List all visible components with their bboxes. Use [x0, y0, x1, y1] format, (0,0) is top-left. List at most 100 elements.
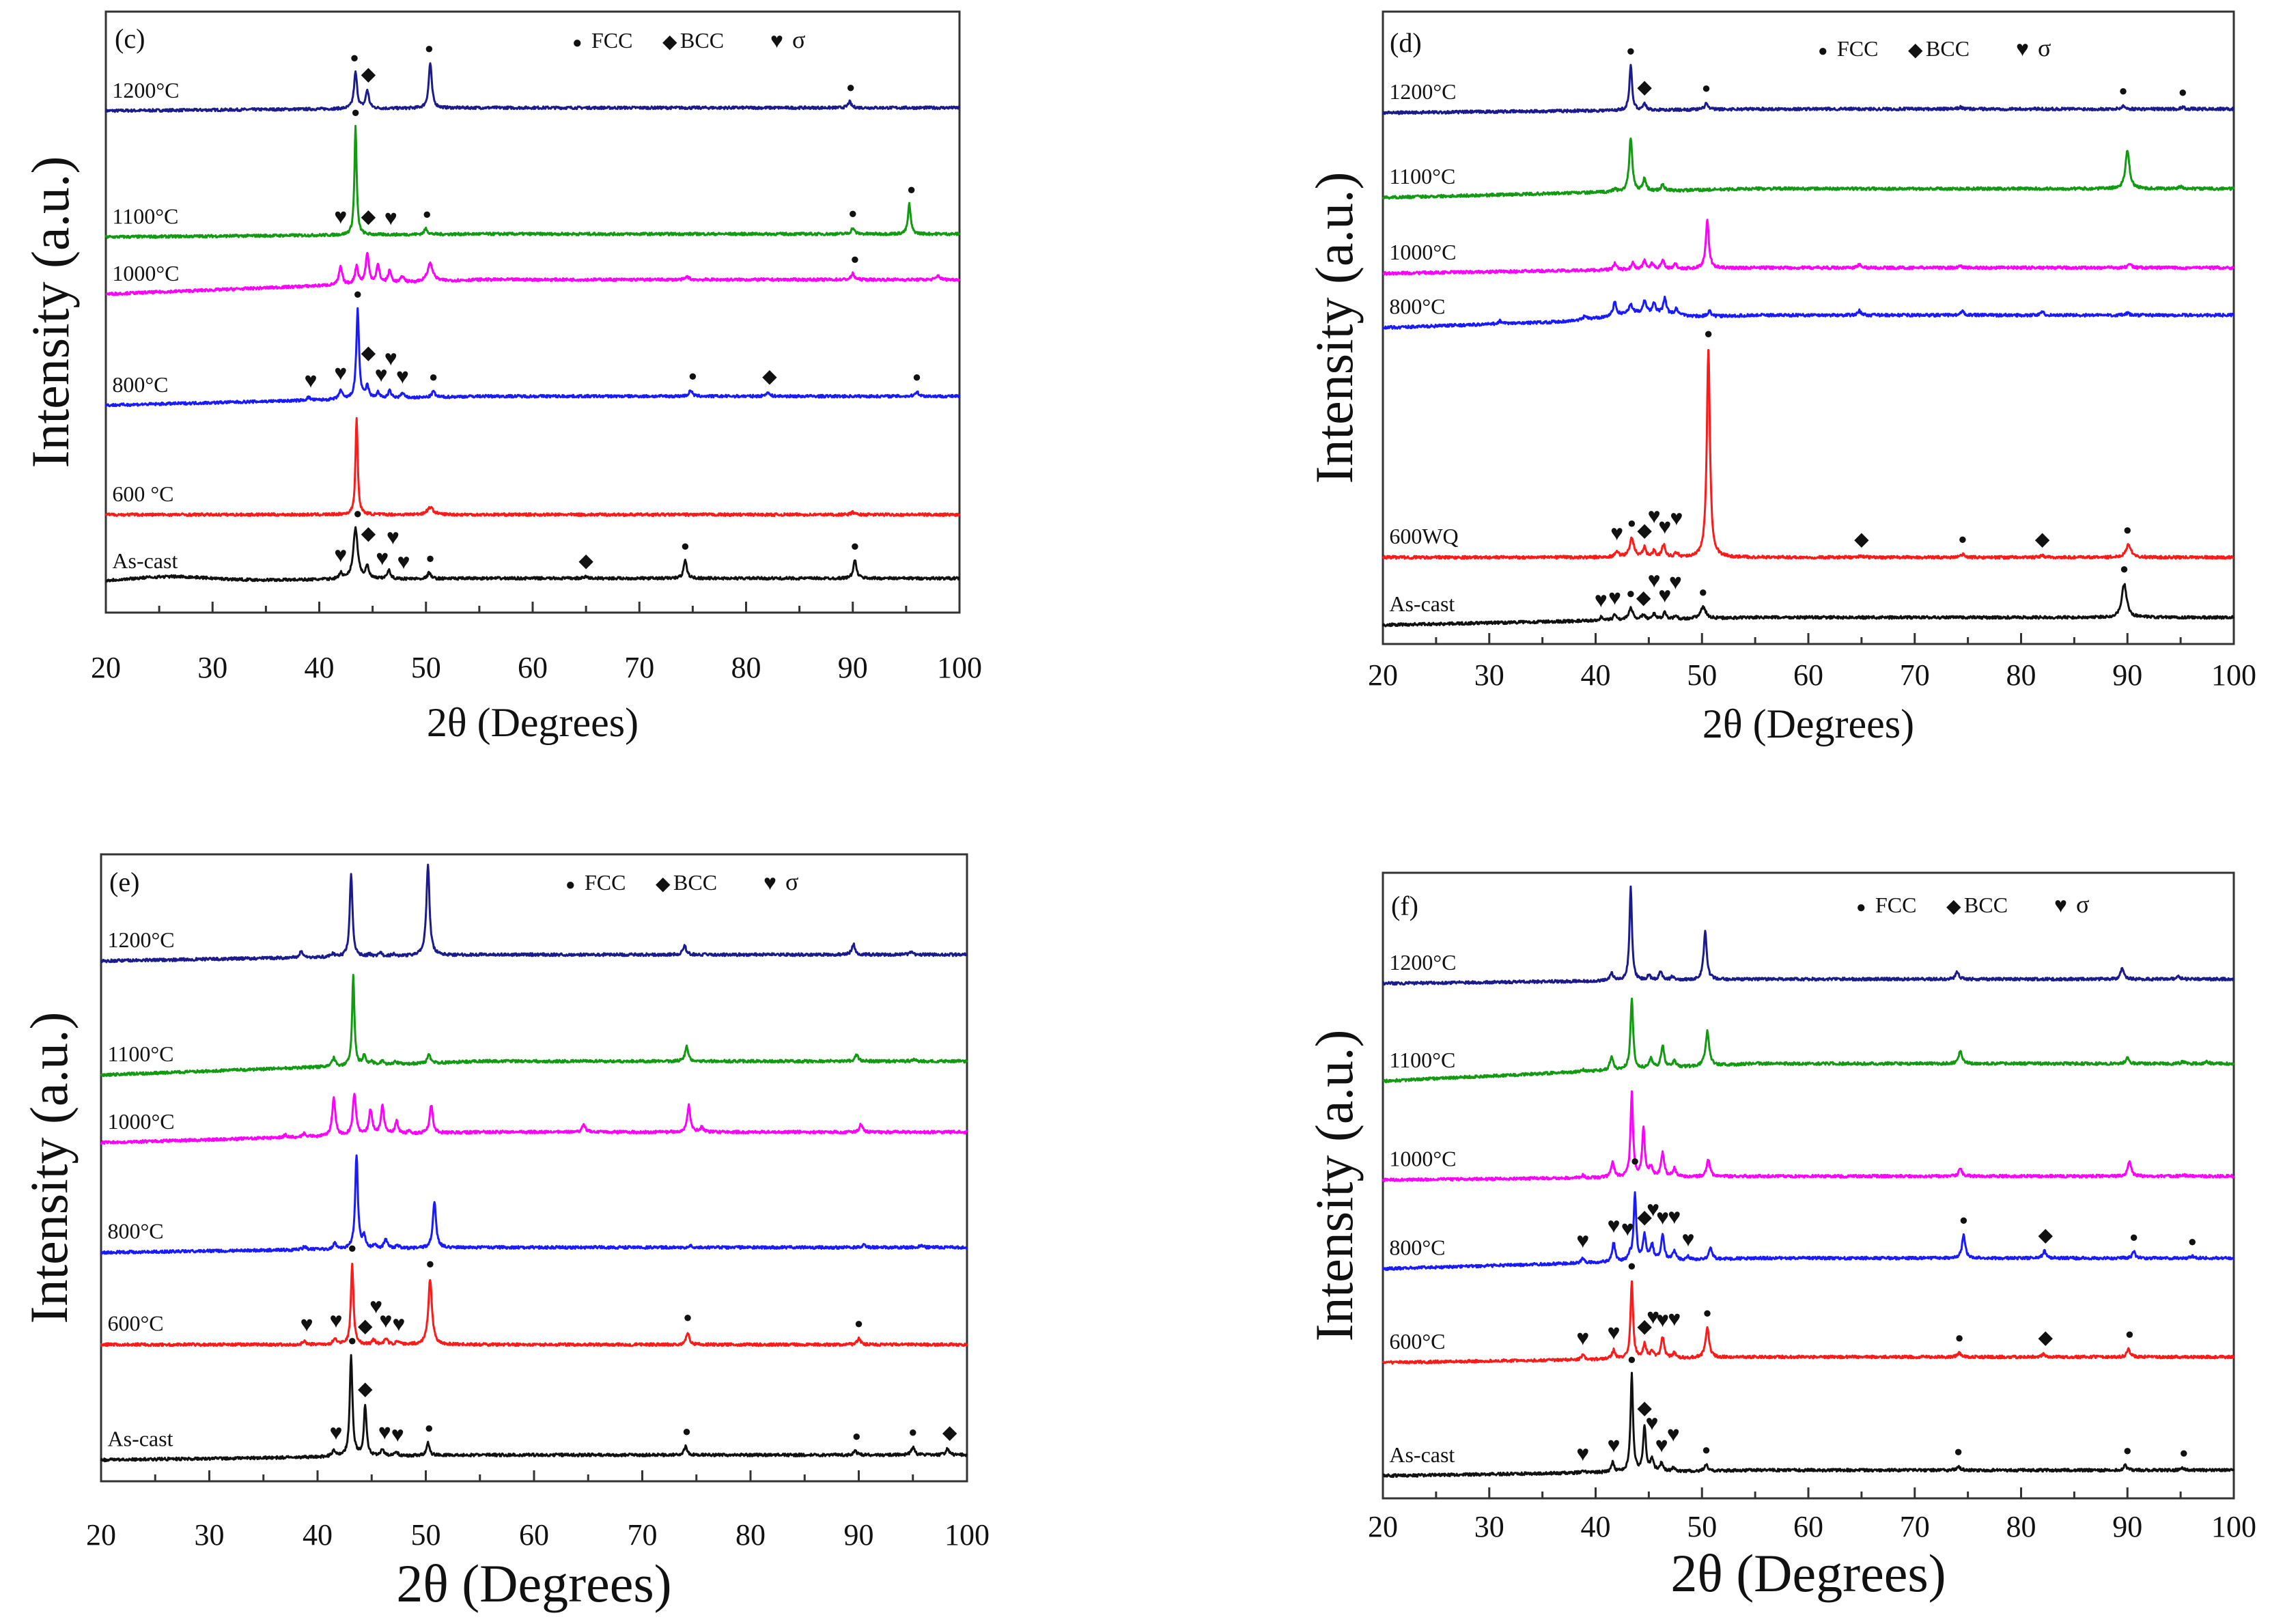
- fcc-peak-marker-icon: ●: [348, 1240, 356, 1257]
- sigma-peak-marker-icon: ♥: [1668, 1306, 1681, 1331]
- series-label: 1100°C: [1389, 164, 1455, 188]
- x-tick-label: 20: [86, 1518, 116, 1552]
- x-tick-label: 30: [1474, 658, 1504, 692]
- legend-sigma-label: σ: [2076, 891, 2089, 918]
- x-tick-label: 90: [2112, 658, 2142, 692]
- xrd-trace: [1382, 885, 2235, 986]
- xrd-trace: [1382, 219, 2235, 276]
- series-800-c: 800°C ♥♥ ♥●◆♥♥♥♥●◆ ● ●: [1382, 1152, 2235, 1272]
- sigma-peak-marker-icon: ♥: [396, 363, 409, 388]
- x-tick-label: 40: [1581, 658, 1611, 692]
- fcc-peak-marker-icon: ●: [850, 251, 859, 268]
- sigma-peak-marker-icon: ♥: [1682, 1227, 1695, 1251]
- sigma-peak-marker-icon: ♥: [1607, 1213, 1620, 1237]
- series-label: 1100°C: [108, 1041, 174, 1066]
- sigma-peak-marker-icon: ♥: [334, 361, 347, 385]
- panel-label: (f): [1391, 891, 1418, 921]
- fcc-peak-marker-icon: ●: [425, 1255, 434, 1272]
- fcc-peak-marker-icon: ●: [1626, 585, 1635, 602]
- fcc-peak-marker-icon: ●: [425, 549, 434, 566]
- sigma-peak-marker-icon: ♥: [378, 1419, 391, 1444]
- legend-bcc-label: BCC: [1926, 36, 1970, 61]
- fcc-peak-marker-icon: ●: [353, 285, 362, 302]
- fcc-peak-marker-icon: ●: [850, 537, 859, 554]
- fcc-peak-marker-icon: ●: [2179, 1444, 2188, 1461]
- fcc-peak-marker-icon: ●: [912, 368, 921, 385]
- bcc-marker-icon: ◆: [1908, 40, 1923, 61]
- fcc-peak-marker-icon: ●: [1627, 514, 1636, 531]
- sigma-marker-icon: ♥: [763, 870, 776, 895]
- bcc-peak-marker-icon: ◆: [1636, 587, 1651, 608]
- xrd-trace: [100, 1093, 968, 1145]
- sigma-peak-marker-icon: ♥: [387, 524, 400, 549]
- series-1000-c: 1000°C ●: [105, 251, 961, 296]
- fcc-peak-marker-icon: ●: [2178, 83, 2187, 100]
- x-tick-label: 50: [411, 1518, 441, 1552]
- series-800-c: 800°C: [100, 1154, 968, 1255]
- sigma-peak-marker-icon: ♥: [1595, 587, 1608, 612]
- x-tick-label: 60: [518, 651, 548, 684]
- x-tick-label: 100: [937, 651, 982, 684]
- sigma-peak-marker-icon: ♥: [300, 1311, 313, 1336]
- series-1100-c: 1100°C: [1382, 997, 2235, 1084]
- x-axis-label: 2θ (Degrees): [396, 1554, 671, 1613]
- series-label: As-cast: [108, 1427, 173, 1451]
- fcc-peak-marker-icon: ●: [351, 104, 360, 121]
- series-label: 800°C: [112, 372, 168, 397]
- fcc-peak-marker-icon: ●: [683, 1308, 692, 1326]
- fcc-peak-marker-icon: ●: [846, 79, 855, 96]
- y-axis-label: Intensity (a.u.): [1304, 171, 1364, 484]
- x-axis-label: 2θ (Degrees): [1670, 1543, 1946, 1603]
- xrd-trace: [1382, 295, 2235, 330]
- x-tick-label: 30: [1474, 1510, 1504, 1543]
- fcc-peak-marker-icon: ●: [1698, 583, 1707, 600]
- y-axis-label: Intensity (a.u.): [19, 1011, 79, 1324]
- series-1200-c: 1200°C●◆●●: [104, 40, 961, 113]
- fcc-peak-marker-icon: ●: [1627, 1350, 1636, 1367]
- series-label: 600°C: [1389, 1329, 1445, 1354]
- fcc-peak-marker-icon: ●: [908, 1423, 917, 1440]
- xrd-panel-d: 20 30 40 50 60 70 80 90 100 2θ (Degrees) Intensity…: [1304, 10, 2256, 746]
- fcc-peak-marker-icon: ●: [854, 1315, 863, 1332]
- x-tick-label: 50: [1687, 1510, 1717, 1543]
- fcc-peak-marker-icon: ●: [2188, 1233, 2197, 1250]
- fcc-peak-marker-icon: ●: [2120, 560, 2129, 577]
- series-label: As-cast: [1389, 1442, 1455, 1467]
- sigma-peak-marker-icon: ♥: [329, 1420, 342, 1444]
- legend-fcc-label: FCC: [1837, 36, 1878, 61]
- fcc-peak-marker-icon: ●: [353, 505, 362, 522]
- panel-label: (c): [115, 23, 145, 54]
- fcc-peak-marker-icon: ●: [1702, 1441, 1711, 1458]
- series-as-cast: As-cast ♥●◆♥ ♥ ● ● ● ● ◆: [100, 1332, 968, 1463]
- sigma-peak-marker-icon: ♥: [384, 346, 397, 370]
- xrd-trace: [104, 307, 960, 408]
- sigma-peak-marker-icon: ♥: [1576, 1441, 1589, 1466]
- plot-frame: [100, 853, 968, 1483]
- sigma-peak-marker-icon: ♥: [1658, 514, 1671, 538]
- xrd-trace: [1382, 1280, 2234, 1365]
- x-tick-label: 40: [305, 651, 335, 684]
- bcc-peak-marker-icon: ◆: [2038, 1224, 2054, 1246]
- series-label: 600°C: [108, 1311, 164, 1336]
- series-1200-c: 1200°C●◆ ● ● ●: [1382, 42, 2235, 115]
- xrd-trace: [100, 974, 968, 1078]
- panel-label: (d): [1390, 27, 1422, 58]
- x-tick-label: 40: [303, 1518, 333, 1552]
- x-tick-label: 60: [519, 1518, 549, 1552]
- bcc-peak-marker-icon: ◆: [361, 343, 376, 364]
- series-as-cast: As-cast ♥ ♥ ● ◆♥♥♥ ●●: [1382, 560, 2235, 628]
- series-label: 1000°C: [1389, 1147, 1456, 1171]
- series-1000-c: 1000°C: [100, 1093, 968, 1145]
- fcc-peak-marker-icon: ●: [2125, 1325, 2134, 1342]
- series-label: 1200°C: [1389, 79, 1456, 104]
- x-tick-label: 70: [624, 651, 654, 684]
- sigma-peak-marker-icon: ♥: [1655, 1433, 1668, 1457]
- sigma-peak-marker-icon: ♥: [1667, 1422, 1680, 1446]
- bcc-peak-marker-icon: ◆: [358, 1315, 373, 1336]
- bcc-peak-marker-icon: ◆: [361, 206, 376, 227]
- x-tick-label: 20: [1368, 658, 1398, 692]
- xrd-trace: [105, 251, 961, 296]
- sigma-peak-marker-icon: ♥: [1647, 1304, 1659, 1329]
- bcc-peak-marker-icon: ◆: [942, 1423, 957, 1444]
- xrd-trace: [1382, 1191, 2235, 1272]
